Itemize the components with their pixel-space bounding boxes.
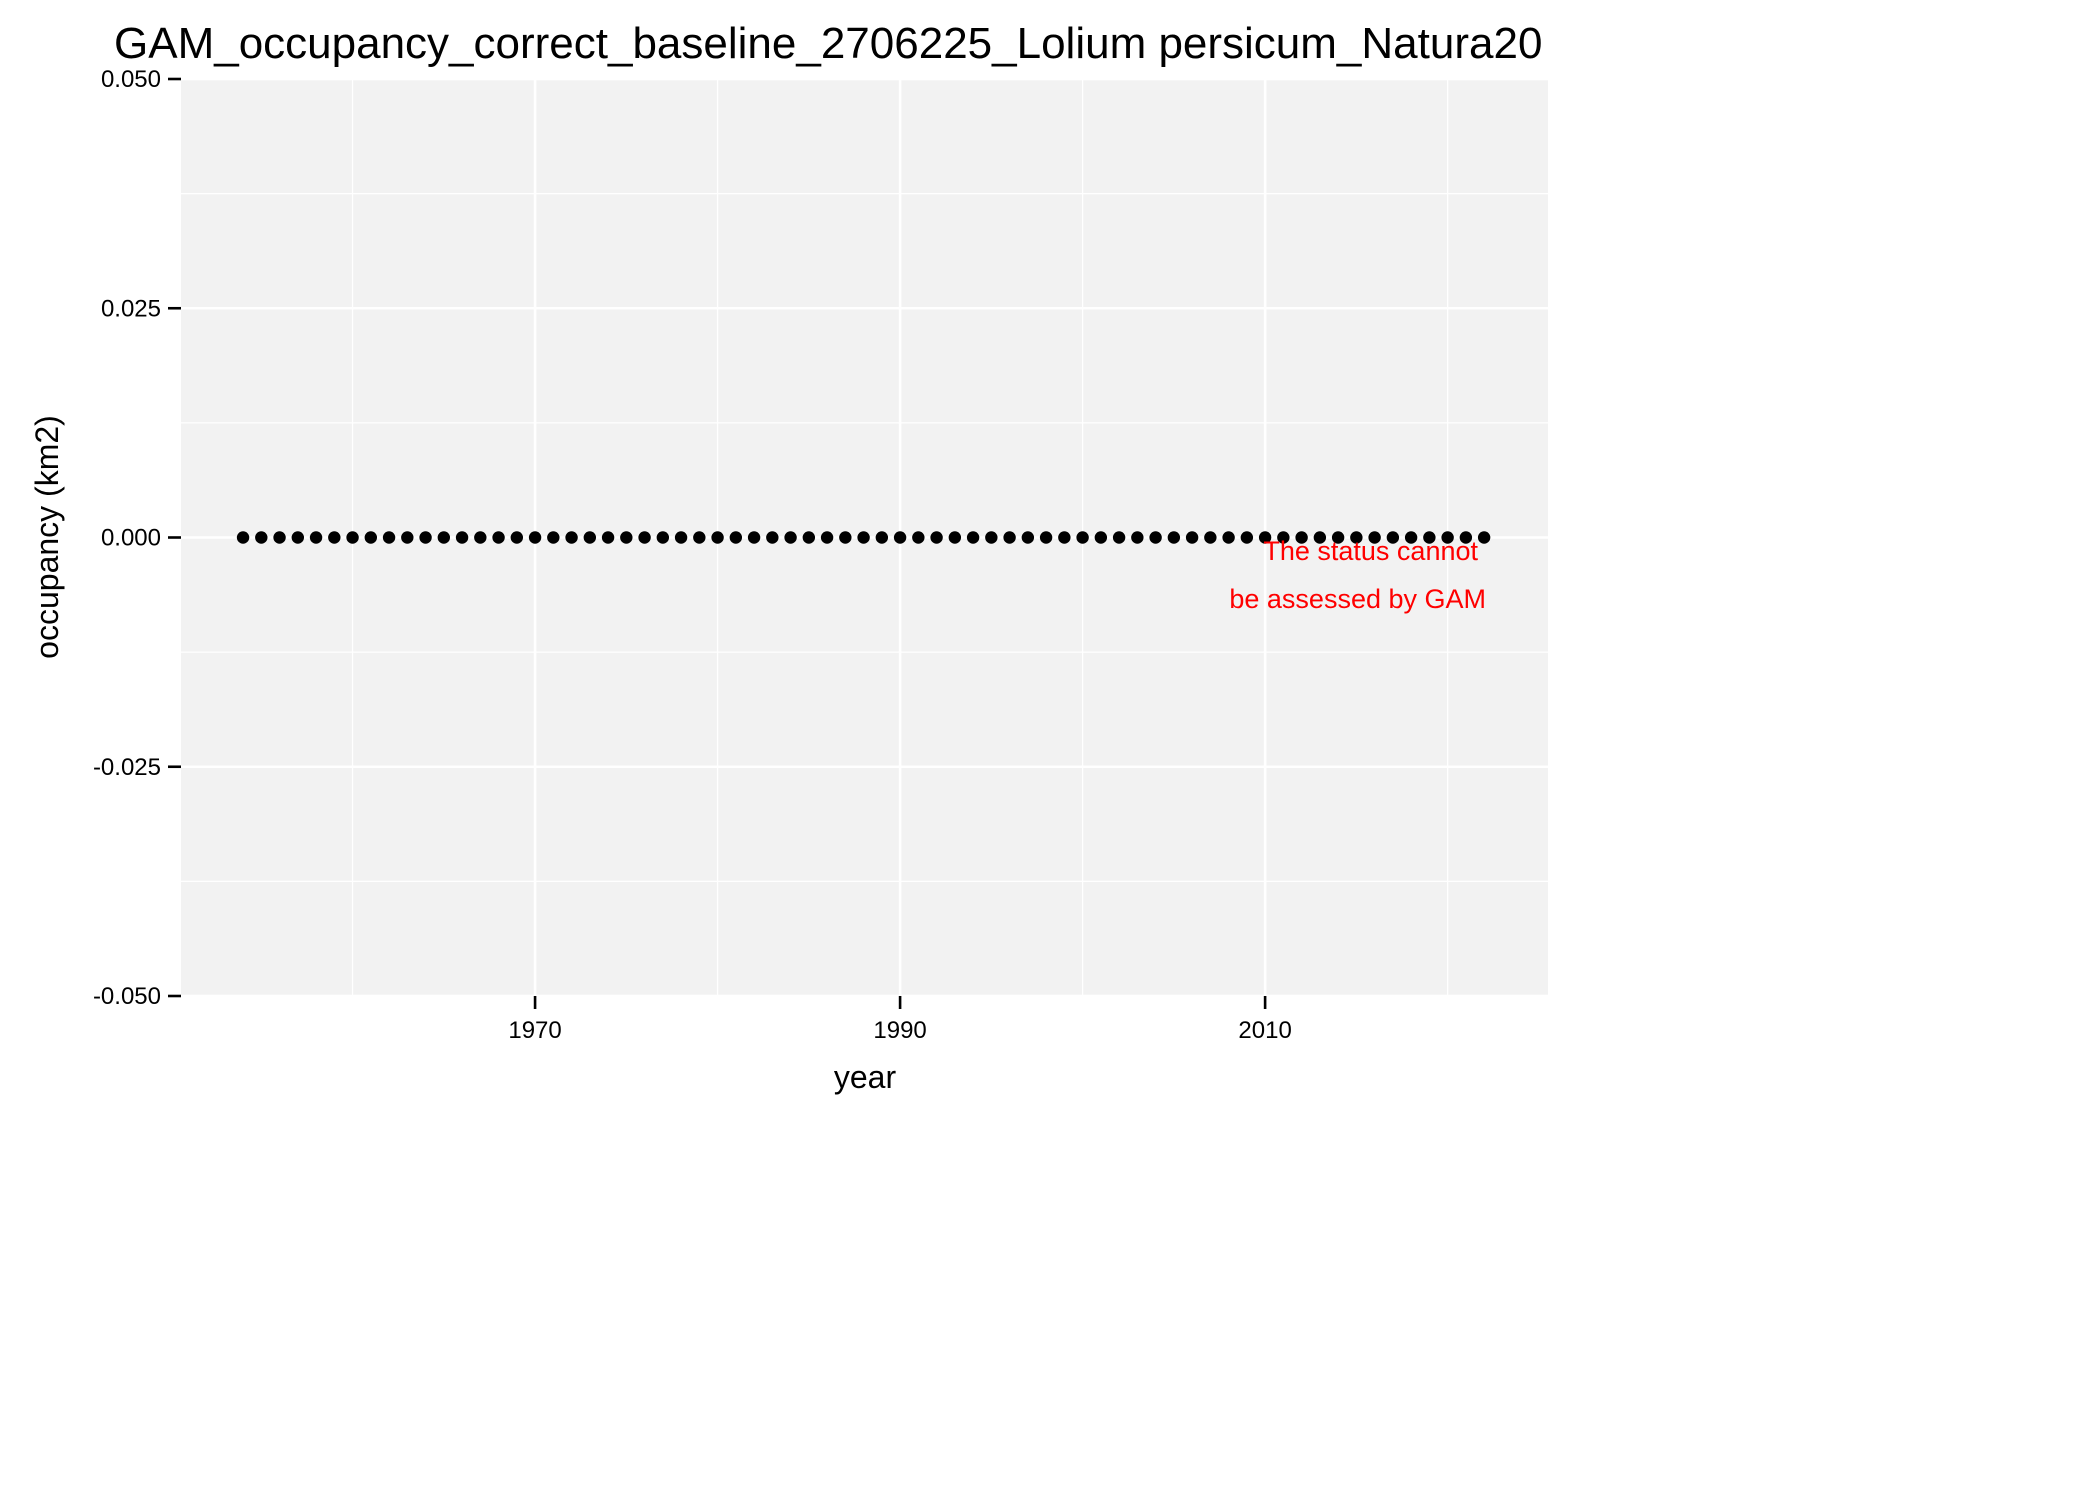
- data-point: [364, 531, 378, 544]
- data-point: [510, 531, 524, 544]
- data-point: [1295, 531, 1308, 544]
- chart-title: GAM_occupancy_correct_baseline_2706225_L…: [114, 19, 1542, 68]
- data-point: [1423, 531, 1436, 544]
- data-point: [419, 531, 432, 544]
- data-point: [1039, 531, 1053, 544]
- data-point: [346, 531, 359, 544]
- data-point: [565, 531, 578, 544]
- data-point: [1204, 531, 1217, 544]
- data-point: [401, 531, 414, 544]
- data-point: [328, 531, 341, 544]
- data-point: [1258, 531, 1272, 544]
- data-point: [638, 531, 651, 544]
- data-point: [1094, 531, 1108, 544]
- data-point: [1350, 531, 1363, 544]
- data-point: [382, 531, 396, 544]
- data-point: [1222, 531, 1235, 544]
- data-point: [1149, 531, 1162, 544]
- x-axis-title: year: [834, 1059, 897, 1095]
- data-point: [492, 531, 505, 544]
- data-point: [1058, 531, 1071, 544]
- data-point: [547, 531, 560, 544]
- data-point: [474, 531, 487, 544]
- data-point: [912, 531, 925, 544]
- data-point: [729, 531, 743, 544]
- data-point: [875, 531, 889, 544]
- data-point: [291, 531, 305, 544]
- data-point: [1459, 531, 1473, 544]
- data-point: [583, 531, 597, 544]
- data-point: [857, 531, 870, 544]
- x-tick-label: 2010: [1238, 1017, 1291, 1044]
- data-point: [601, 531, 615, 544]
- data-point: [985, 531, 998, 544]
- data-point: [309, 531, 323, 544]
- data-point: [528, 531, 542, 544]
- data-point: [1167, 531, 1181, 544]
- x-axis: 1970 1990 2010: [508, 996, 1292, 1044]
- data-point: [1003, 531, 1016, 544]
- data-point: [1112, 531, 1126, 544]
- data-point: [1331, 531, 1345, 544]
- data-point: [1477, 531, 1491, 544]
- y-tick-label: 0.000: [101, 525, 161, 552]
- data-point: [236, 531, 250, 544]
- y-tick-label: -0.050: [93, 983, 161, 1010]
- annotation-line-1: The status cannot: [1263, 536, 1478, 566]
- data-point: [820, 531, 834, 544]
- data-point: [273, 531, 286, 544]
- data-point: [711, 531, 724, 544]
- annotation: The status cannot be assessed by GAM: [1229, 536, 1486, 614]
- y-tick-label: 0.025: [101, 295, 161, 322]
- data-point: [1404, 531, 1418, 544]
- data-point: [1368, 531, 1381, 544]
- data-point: [1240, 531, 1254, 544]
- data-point: [966, 531, 980, 544]
- data-point: [784, 531, 797, 544]
- data-point: [1076, 531, 1089, 544]
- data-point: [1441, 531, 1454, 544]
- data-point: [674, 531, 688, 544]
- data-point: [1386, 531, 1400, 544]
- y-axis-title: occupancy (km2): [29, 415, 65, 659]
- data-point: [766, 531, 779, 544]
- data-point: [656, 531, 670, 544]
- y-axis: -0.050 -0.025 0.000 0.025 0.050: [93, 66, 181, 1010]
- data-points: [236, 531, 1491, 544]
- data-point: [1131, 531, 1144, 544]
- x-tick-label: 1970: [508, 1017, 561, 1044]
- data-point: [802, 531, 816, 544]
- data-point: [948, 531, 962, 544]
- data-point: [620, 531, 633, 544]
- annotation-line-2: be assessed by GAM: [1229, 584, 1486, 614]
- y-tick-label: 0.050: [101, 66, 161, 93]
- data-point: [1313, 531, 1327, 544]
- data-point: [1185, 531, 1199, 544]
- data-point: [930, 531, 943, 544]
- y-tick-label: -0.025: [93, 754, 161, 781]
- data-point: [893, 531, 907, 544]
- data-point: [1277, 531, 1290, 544]
- chart: GAM_occupancy_correct_baseline_2706225_L…: [29, 19, 1548, 1095]
- data-point: [255, 531, 268, 544]
- data-point: [747, 531, 761, 544]
- data-point: [693, 531, 706, 544]
- x-tick-label: 1990: [873, 1017, 926, 1044]
- data-point: [1021, 531, 1035, 544]
- data-point: [839, 531, 852, 544]
- data-point: [437, 531, 451, 544]
- data-point: [455, 531, 469, 544]
